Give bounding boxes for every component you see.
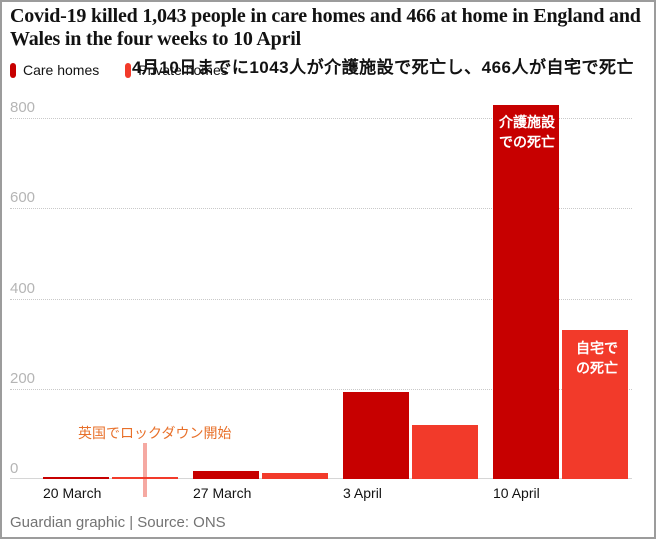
x-tick-label-3: 10 April <box>493 485 540 501</box>
private-bar-annotation-line1: 自宅で <box>576 340 618 356</box>
bar-care-homes-2 <box>343 391 409 479</box>
gridline-600 <box>10 208 632 210</box>
y-tick-label-200: 200 <box>10 369 36 387</box>
care-bar-annotation: 介護施設 での死亡 <box>494 112 560 152</box>
chart-title: Covid-19 killed 1,043 people in care hom… <box>10 5 641 50</box>
y-tick-label-800: 800 <box>10 99 36 116</box>
y-tick-label-400: 400 <box>10 279 36 297</box>
private-bar-annotation-line2: の死亡 <box>576 360 618 376</box>
bar-private-homes-0 <box>112 477 178 479</box>
private-bar-annotation: 自宅で の死亡 <box>564 338 630 378</box>
x-tick-label-2: 3 April <box>343 485 382 501</box>
legend-item-private-homes: Private homes <box>125 62 228 78</box>
legend: Care homes Private homes <box>10 62 228 78</box>
bar-care-homes-0 <box>43 477 109 479</box>
japanese-subtitle: 4月10日までに1043人が介護施設で死亡し、466人が自宅で死亡 <box>131 58 634 77</box>
care-bar-annotation-line1: 介護施設 <box>499 114 555 130</box>
legend-item-care-homes: Care homes <box>10 62 99 78</box>
bar-private-homes-3 <box>562 330 628 479</box>
x-tick-label-0: 20 March <box>43 485 102 501</box>
legend-label-care-homes: Care homes <box>23 62 100 78</box>
x-tick-label-1: 27 March <box>193 485 252 501</box>
lockdown-annotation-line <box>143 443 147 497</box>
lockdown-annotation-text: 英国でロックダウン開始 <box>78 425 232 441</box>
gridline-200 <box>10 388 632 390</box>
bar-private-homes-1 <box>262 473 328 479</box>
private-homes-swatch-icon <box>125 62 132 78</box>
bar-care-homes-1 <box>193 470 259 479</box>
legend-label-private-homes: Private homes <box>138 62 228 78</box>
y-tick-label-600: 600 <box>10 189 36 207</box>
bar-care-homes-3 <box>493 105 559 479</box>
bar-private-homes-2 <box>412 425 478 479</box>
care-bar-annotation-line2: での死亡 <box>499 134 555 150</box>
source-credit: Guardian graphic | Source: ONS <box>10 514 226 531</box>
gridline-800 <box>10 118 632 119</box>
care-homes-swatch-icon <box>10 62 16 78</box>
y-tick-label-0: 0 <box>10 460 19 477</box>
gridline-400 <box>10 298 632 300</box>
